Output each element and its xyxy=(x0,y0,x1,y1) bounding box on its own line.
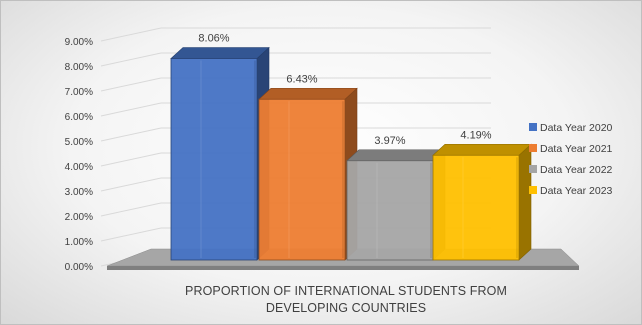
gridline-slant-3 xyxy=(100,177,162,192)
bar-top xyxy=(170,47,270,59)
gridline-slant-1 xyxy=(100,227,162,242)
data-label: 3.97% xyxy=(374,135,405,147)
gridline-slant-7 xyxy=(100,77,162,92)
bar-side xyxy=(518,143,532,261)
gridline-slant-4 xyxy=(100,152,162,167)
bar-top xyxy=(346,149,446,162)
y-tick-label: 9.00% xyxy=(65,37,93,48)
legend-label: Data Year 2022 xyxy=(540,164,613,176)
legend-label: Data Year 2021 xyxy=(540,143,613,155)
bar xyxy=(170,58,258,261)
gridline-slant-9 xyxy=(100,27,162,42)
legend-swatch xyxy=(529,165,537,173)
gridline-slant-2 xyxy=(100,202,162,217)
y-tick-label: 7.00% xyxy=(65,87,93,98)
y-tick-label: 1.00% xyxy=(65,237,93,248)
category-label: DEVELOPING COUNTRIES xyxy=(266,301,426,315)
gridline-slant-5 xyxy=(100,127,162,142)
data-label: 8.06% xyxy=(198,33,229,45)
data-label: 6.43% xyxy=(286,73,317,85)
gridline-slant-8 xyxy=(100,52,162,67)
legend-label: Data Year 2023 xyxy=(540,185,613,197)
gridline-slant-6 xyxy=(100,102,162,117)
category-label: PROPORTION OF INTERNATIONAL STUDENTS FRO… xyxy=(185,284,507,298)
bar-top xyxy=(432,143,532,156)
legend-label: Data Year 2020 xyxy=(540,122,613,134)
legend-swatch xyxy=(529,186,537,194)
y-tick-label: 4.00% xyxy=(65,162,93,173)
y-tick-label: 8.00% xyxy=(65,62,93,73)
chart-floor-edge xyxy=(107,266,579,270)
bar xyxy=(432,154,520,261)
y-tick-label: 6.00% xyxy=(65,112,93,123)
legend-swatch xyxy=(529,123,537,131)
y-tick-label: 0.00% xyxy=(65,262,93,273)
bar xyxy=(258,98,346,261)
bar-top xyxy=(258,87,358,100)
y-tick-label: 5.00% xyxy=(65,137,93,148)
data-label: 4.19% xyxy=(460,129,491,141)
y-tick-label: 3.00% xyxy=(65,187,93,198)
legend-swatch xyxy=(529,144,537,152)
y-tick-label: 2.00% xyxy=(65,212,93,223)
bar xyxy=(346,160,434,261)
